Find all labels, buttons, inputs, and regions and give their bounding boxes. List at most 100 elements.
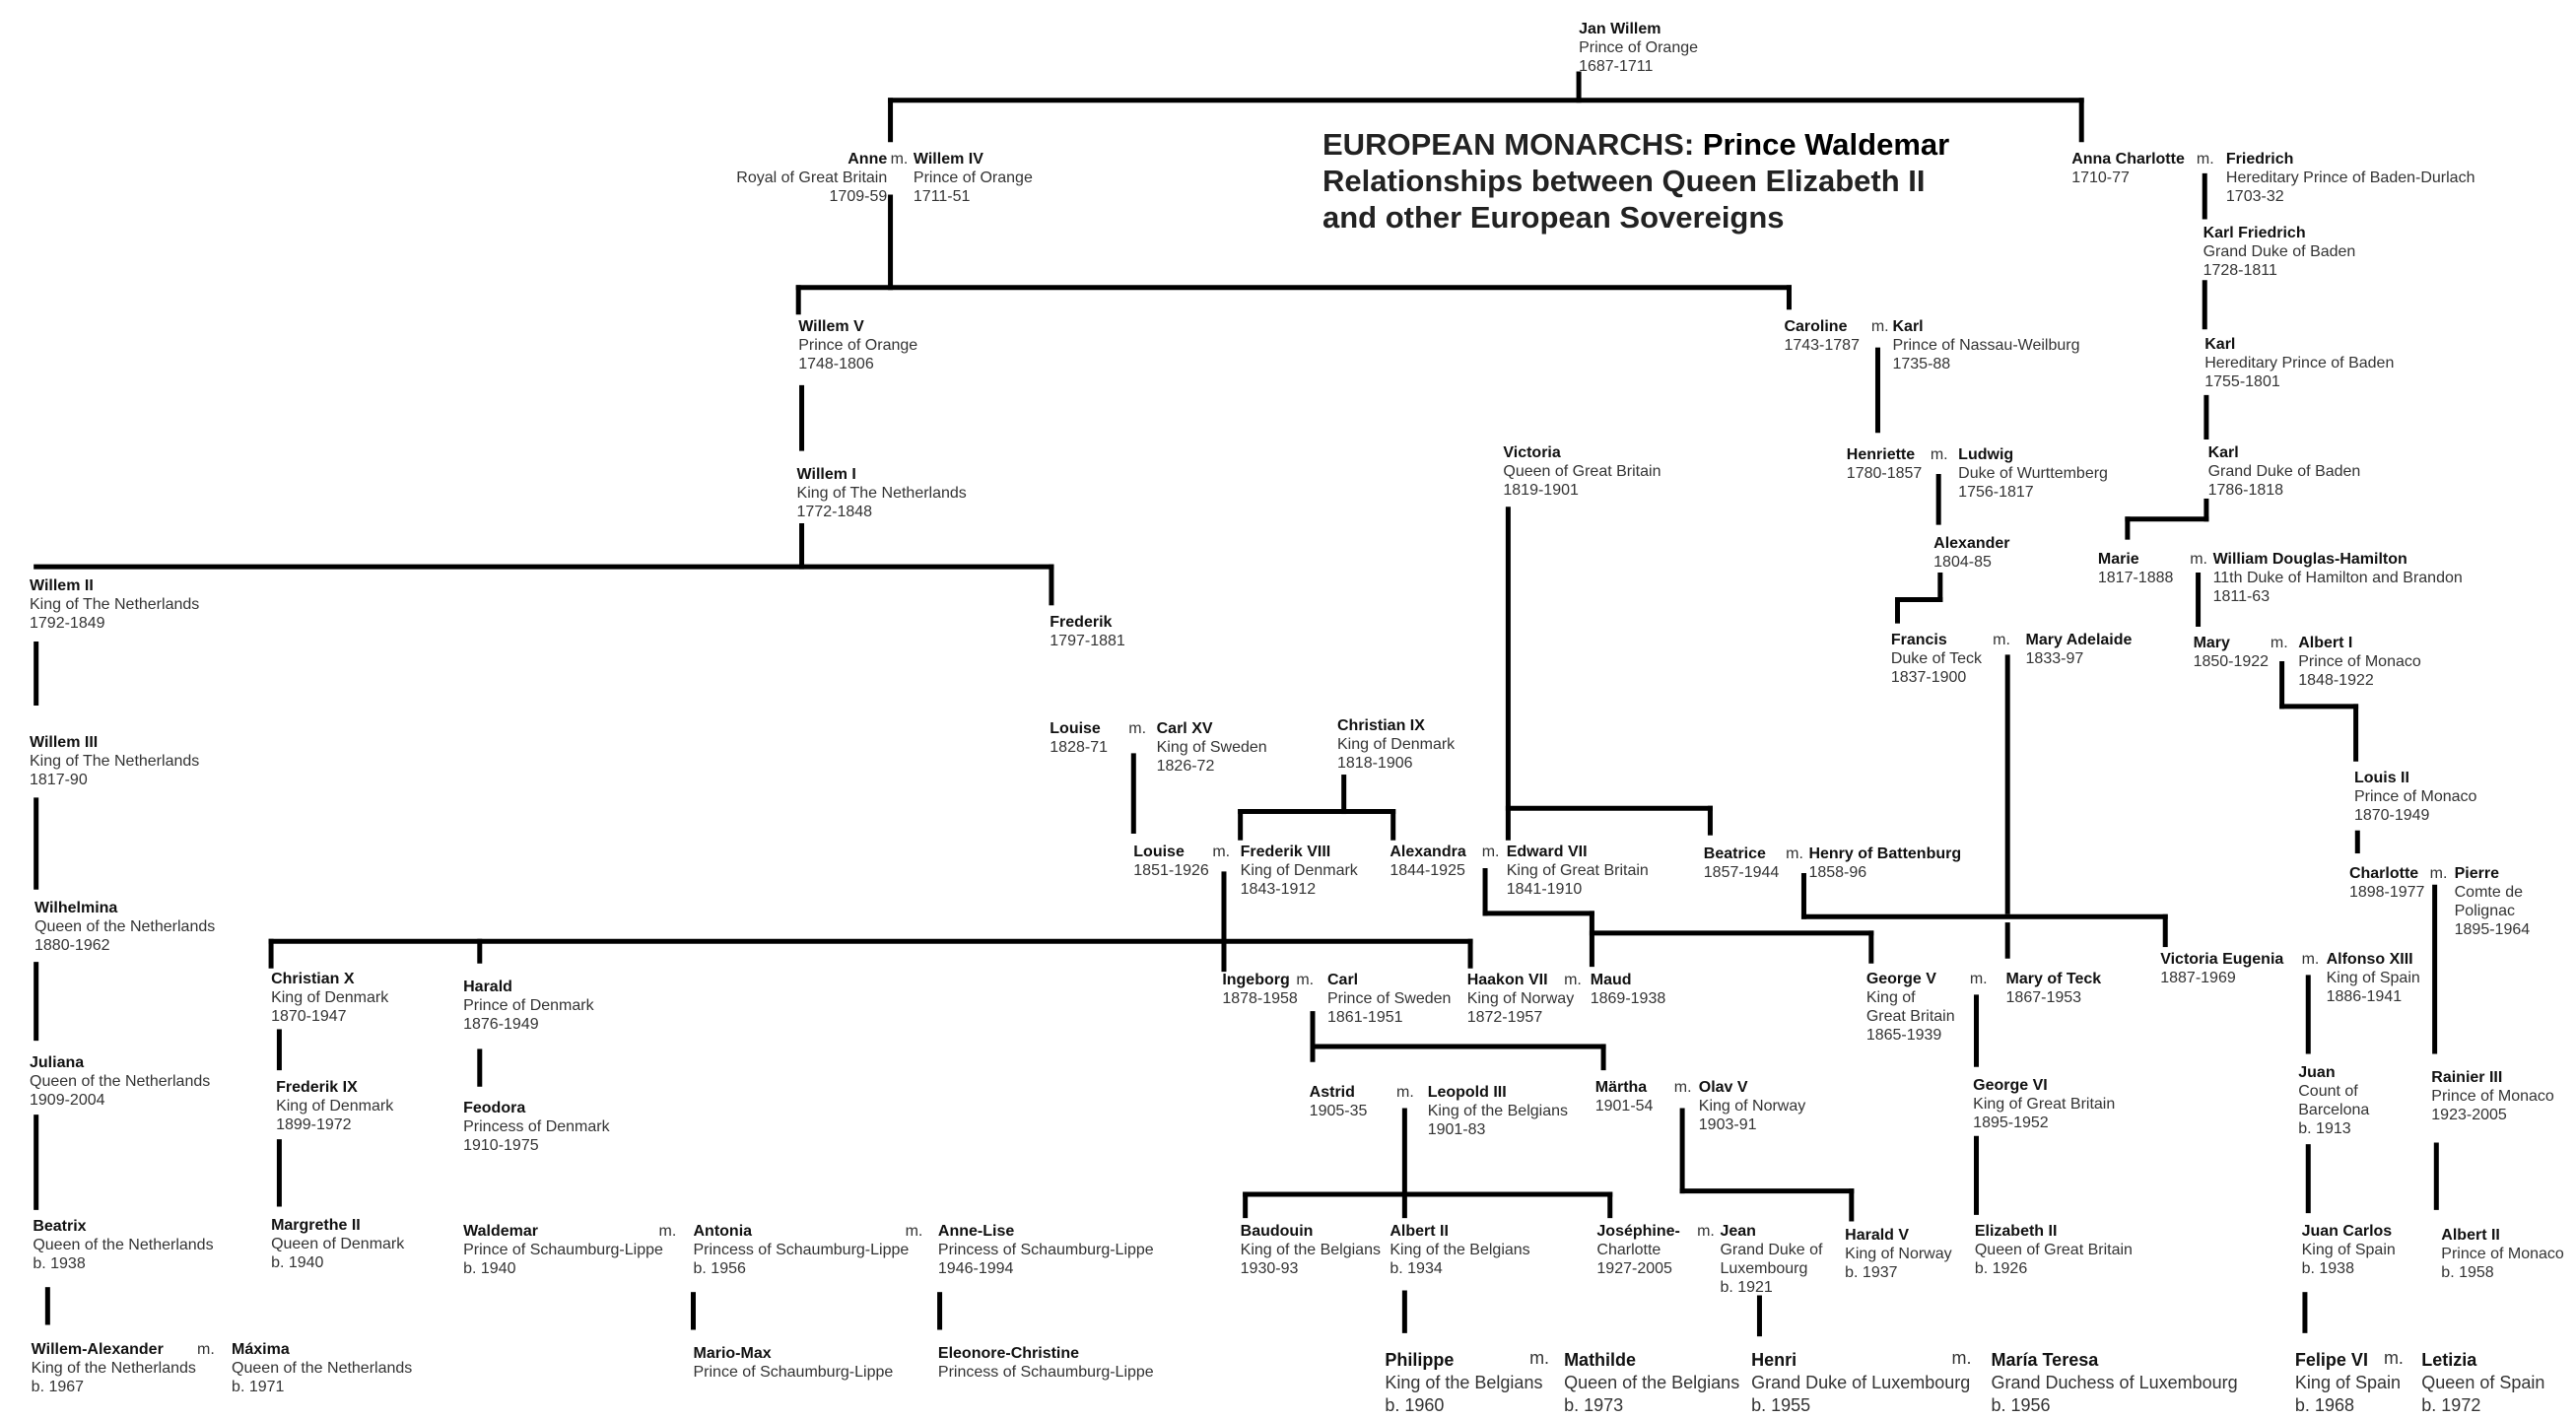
person-detail: King of The Netherlands <box>30 596 200 614</box>
person-detail: 1857-1944 <box>1703 863 1780 881</box>
person-detail: 1811-63 <box>2212 588 2271 606</box>
person-detail: 1861-1951 <box>1327 1009 1403 1027</box>
person-name: Francis <box>1890 632 1947 649</box>
person-name: Anna Charlotte <box>2071 150 2185 168</box>
person-name: Wilhelmina <box>34 899 118 916</box>
marriage-marker: m. <box>1930 445 1948 463</box>
person-name: Haakon VII <box>1466 972 1548 989</box>
person-detail: 1844-1925 <box>1390 862 1465 880</box>
person-louis-ii: Louis II Prince of Monaco 1870-1949 <box>2354 769 2477 825</box>
person-detail: King of the Belgians <box>1427 1102 1569 1119</box>
person-detail: Queen of the Netherlands <box>33 1237 214 1254</box>
person-name: Victoria <box>1503 444 1561 462</box>
person-alexander: Alexander 1804-85 <box>1933 534 2009 572</box>
person-detail: Luxembourg <box>1720 1260 1808 1278</box>
marriage-marker: m. <box>1564 972 1582 989</box>
person-name: George V <box>1865 970 1936 987</box>
person-detail: King of The Netherlands <box>796 484 967 502</box>
person-detail: 1817-90 <box>30 771 88 788</box>
person-name: Frederik <box>1050 613 1113 631</box>
person-detail: b. 1956 <box>693 1260 746 1278</box>
person-haakon-vii: Haakon VII King of Norway 1872-1957 <box>1467 971 1575 1027</box>
marriage-marker: m. <box>2429 864 2448 882</box>
person-name: Antonia <box>693 1223 753 1241</box>
person-detail: Prince of Orange <box>1579 39 1699 56</box>
person-detail: Queen of the Netherlands <box>34 917 216 935</box>
person-george-vi: George VI King of Great Britain 1895-1952 <box>1973 1076 2115 1132</box>
person-detail: King of <box>1865 988 1916 1006</box>
person-detail: Prince of Denmark <box>463 996 594 1014</box>
person-detail: 11th Duke of Hamilton and Brandon <box>2212 570 2463 587</box>
person-willem-ii: Willem II King of The Netherlands 1792-184… <box>30 576 199 633</box>
person-detail: 1711-51 <box>913 187 971 205</box>
person-detail: b. 1940 <box>271 1253 324 1271</box>
person-harald: Harald Prince of Denmark 1876-1949 <box>463 978 594 1034</box>
person-name: Maud <box>1590 972 1632 989</box>
person-name: Willem IV <box>913 150 983 168</box>
person-frederik: Frederik 1797-1881 <box>1050 613 1125 650</box>
person-name: Karl <box>1892 317 1924 335</box>
person-detail: Comte de <box>2454 883 2523 901</box>
person-detail: b. 1934 <box>1390 1260 1443 1278</box>
person-alfonso-xiii: Alfonso XIII King of Spain 1886-1941 <box>2327 950 2420 1006</box>
person-mary: Mary 1850-1922 <box>2194 634 2270 671</box>
person-name: Jan Willem <box>1579 21 1661 37</box>
person-detail: 1818-1906 <box>1337 754 1413 772</box>
person-detail: 1848-1922 <box>2298 672 2374 690</box>
person-karl: Karl Prince of Nassau-Weilburg 1735-88 <box>1892 317 2079 373</box>
person-detail: b. 1971 <box>232 1379 285 1396</box>
person-name: Harald V <box>1845 1226 1910 1244</box>
person-detail: Charlotte <box>1596 1242 1661 1259</box>
person-juan-carlos: Juan Carlos King of Spain b. 1938 <box>2302 1222 2396 1278</box>
diagram-title: EUROPEAN MONARCHS: Prince Waldemar Relat… <box>1322 126 1949 236</box>
person-anne-lise: Anne-Lise Princess of Schaumburg-Lippe 194… <box>938 1222 1154 1278</box>
person-detail: Polignac <box>2454 902 2515 919</box>
person-detail: 1870-1949 <box>2353 807 2430 825</box>
person-detail: 1780-1857 <box>1846 464 1923 482</box>
person-henriette: Henriette 1780-1857 <box>1847 445 1923 483</box>
person-name: Karl <box>2204 336 2236 354</box>
person-maria-teresa: María Teresa Grand Duchess of Luxembourg b… <box>1992 1349 2238 1417</box>
person-beatrice: Beatrice 1857-1944 <box>1704 845 1780 882</box>
person-name: Frederik VIII <box>1240 844 1331 861</box>
person-name: Albert II <box>2441 1226 2500 1244</box>
person-detail: Prince of Schaumburg-Lippe <box>463 1242 663 1259</box>
person-mary-of-teck: Mary of Teck 1867-1953 <box>2006 970 2102 1007</box>
person-detail: 1756-1817 <box>1958 483 2034 501</box>
person-detail: 1886-1941 <box>2326 987 2403 1005</box>
person-feodora: Feodora Princess of Denmark 1910-1975 <box>463 1099 610 1155</box>
person-detail: 1876-1949 <box>463 1015 539 1033</box>
person-name: Albert I <box>2298 635 2353 652</box>
person-name: Leopold III <box>1427 1083 1507 1101</box>
person-detail: b. 1958 <box>2441 1263 2494 1281</box>
person-name: Mary <box>2193 635 2230 652</box>
person-albert-i: Albert I Prince of Monaco 1848-1922 <box>2298 634 2421 690</box>
marriage-marker: m. <box>1529 1347 1550 1368</box>
person-juan: Juan Count of Barcelona b. 1913 <box>2298 1063 2369 1138</box>
person-leopold-iii: Leopold III King of the Belgians 1901-83 <box>1428 1083 1568 1139</box>
person-detail: Prince of Orange <box>798 336 918 354</box>
person-detail: 1901-83 <box>1427 1120 1486 1138</box>
person-name: Louis II <box>2353 770 2409 787</box>
person-name: Felipe VI <box>2294 1349 2368 1370</box>
person-name: Máxima <box>232 1341 290 1359</box>
person-detail: 1755-1801 <box>2204 373 2280 391</box>
person-detail: 1872-1957 <box>1466 1009 1543 1027</box>
marriage-marker: m. <box>1993 632 2010 649</box>
person-detail: 1909-2004 <box>30 1091 105 1109</box>
person-detail: b. 1967 <box>31 1379 85 1396</box>
person-frederik-viii: Frederik VIII King of Denmark 1843-1912 <box>1241 843 1358 899</box>
person-beatrix: Beatrix Queen of the Netherlands b. 1938 <box>33 1217 213 1273</box>
person-detail: Princess of Denmark <box>463 1118 610 1136</box>
person-detail: b. 1926 <box>1974 1260 2028 1278</box>
person-christian-x: Christian X King of Denmark 1870-1947 <box>271 970 388 1026</box>
person-detail: 1786-1818 <box>2207 482 2284 500</box>
person-name: Elizabeth II <box>1974 1223 2058 1241</box>
person-detail: b. 1938 <box>2301 1260 2354 1278</box>
person-detail: Grand Duke of Baden <box>2207 463 2361 481</box>
person-name: Mary Adelaide <box>2025 632 2133 649</box>
person-detail: Queen of Denmark <box>271 1235 405 1252</box>
person-detail: b. 1955 <box>1751 1394 1811 1415</box>
person-detail: Grand Duke of <box>1720 1242 1823 1259</box>
person-detail: King of The Netherlands <box>30 752 200 770</box>
